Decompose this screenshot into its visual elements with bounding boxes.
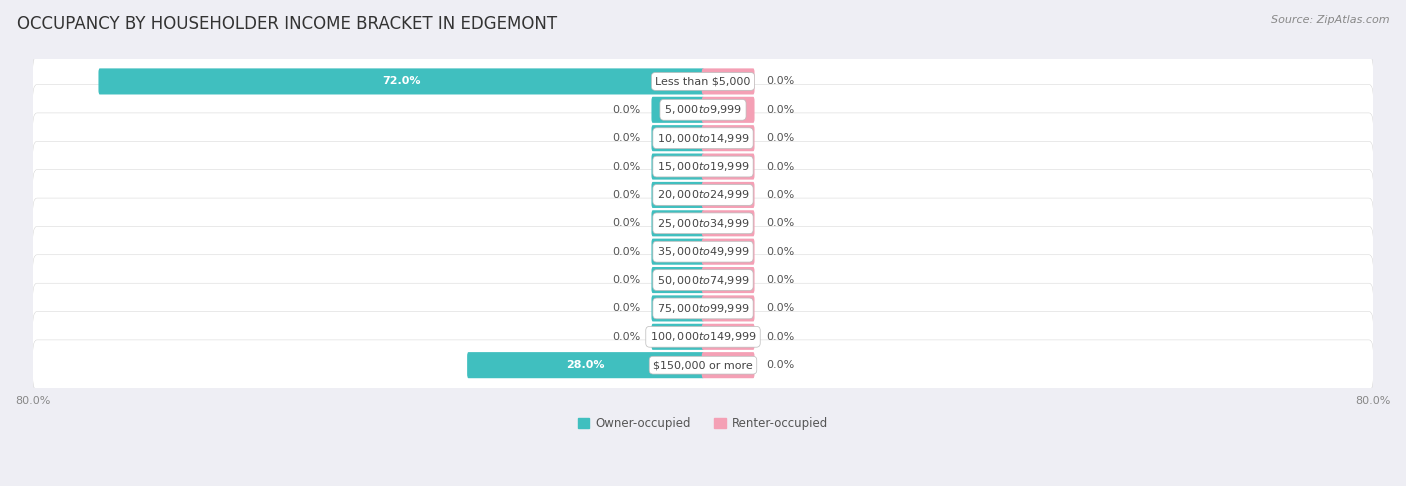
Text: $25,000 to $34,999: $25,000 to $34,999 [657, 217, 749, 230]
FancyBboxPatch shape [32, 283, 1374, 334]
Text: 0.0%: 0.0% [766, 247, 794, 257]
Legend: Owner-occupied, Renter-occupied: Owner-occupied, Renter-occupied [572, 412, 834, 434]
Text: $15,000 to $19,999: $15,000 to $19,999 [657, 160, 749, 173]
FancyBboxPatch shape [651, 324, 704, 350]
FancyBboxPatch shape [702, 210, 755, 236]
Text: 0.0%: 0.0% [766, 332, 794, 342]
Text: 0.0%: 0.0% [766, 161, 794, 172]
FancyBboxPatch shape [32, 340, 1374, 390]
FancyBboxPatch shape [651, 239, 704, 265]
FancyBboxPatch shape [32, 255, 1374, 305]
Text: 0.0%: 0.0% [766, 190, 794, 200]
FancyBboxPatch shape [651, 295, 704, 321]
Text: 0.0%: 0.0% [766, 218, 794, 228]
FancyBboxPatch shape [702, 324, 755, 350]
FancyBboxPatch shape [702, 182, 755, 208]
Text: 0.0%: 0.0% [612, 161, 640, 172]
Text: $5,000 to $9,999: $5,000 to $9,999 [664, 104, 742, 116]
FancyBboxPatch shape [651, 125, 704, 151]
Text: 0.0%: 0.0% [612, 275, 640, 285]
Text: $10,000 to $14,999: $10,000 to $14,999 [657, 132, 749, 145]
Text: 0.0%: 0.0% [612, 133, 640, 143]
Text: 0.0%: 0.0% [612, 218, 640, 228]
FancyBboxPatch shape [32, 85, 1374, 135]
Text: 0.0%: 0.0% [612, 247, 640, 257]
FancyBboxPatch shape [32, 141, 1374, 192]
Text: 0.0%: 0.0% [612, 190, 640, 200]
Text: $100,000 to $149,999: $100,000 to $149,999 [650, 330, 756, 343]
Text: 0.0%: 0.0% [766, 360, 794, 370]
Text: 0.0%: 0.0% [766, 303, 794, 313]
FancyBboxPatch shape [651, 182, 704, 208]
FancyBboxPatch shape [32, 198, 1374, 248]
Text: 0.0%: 0.0% [766, 76, 794, 87]
Text: $35,000 to $49,999: $35,000 to $49,999 [657, 245, 749, 258]
FancyBboxPatch shape [702, 239, 755, 265]
FancyBboxPatch shape [32, 113, 1374, 163]
Text: 0.0%: 0.0% [766, 105, 794, 115]
Text: 28.0%: 28.0% [567, 360, 605, 370]
FancyBboxPatch shape [651, 267, 704, 293]
Text: 0.0%: 0.0% [766, 133, 794, 143]
FancyBboxPatch shape [98, 69, 704, 94]
Text: 72.0%: 72.0% [382, 76, 420, 87]
FancyBboxPatch shape [467, 352, 704, 378]
FancyBboxPatch shape [32, 170, 1374, 220]
Text: 0.0%: 0.0% [612, 105, 640, 115]
Text: 0.0%: 0.0% [612, 303, 640, 313]
FancyBboxPatch shape [702, 69, 755, 94]
Text: $20,000 to $24,999: $20,000 to $24,999 [657, 189, 749, 201]
FancyBboxPatch shape [702, 97, 755, 123]
FancyBboxPatch shape [651, 210, 704, 236]
FancyBboxPatch shape [651, 154, 704, 180]
FancyBboxPatch shape [702, 125, 755, 151]
FancyBboxPatch shape [702, 154, 755, 180]
FancyBboxPatch shape [32, 226, 1374, 277]
FancyBboxPatch shape [32, 56, 1374, 107]
FancyBboxPatch shape [651, 97, 704, 123]
Text: $150,000 or more: $150,000 or more [654, 360, 752, 370]
FancyBboxPatch shape [702, 295, 755, 321]
Text: 0.0%: 0.0% [612, 332, 640, 342]
Text: $50,000 to $74,999: $50,000 to $74,999 [657, 274, 749, 287]
FancyBboxPatch shape [702, 267, 755, 293]
FancyBboxPatch shape [702, 352, 755, 378]
Text: 0.0%: 0.0% [766, 275, 794, 285]
Text: $75,000 to $99,999: $75,000 to $99,999 [657, 302, 749, 315]
Text: Less than $5,000: Less than $5,000 [655, 76, 751, 87]
Text: OCCUPANCY BY HOUSEHOLDER INCOME BRACKET IN EDGEMONT: OCCUPANCY BY HOUSEHOLDER INCOME BRACKET … [17, 15, 557, 33]
Text: Source: ZipAtlas.com: Source: ZipAtlas.com [1271, 15, 1389, 25]
FancyBboxPatch shape [32, 312, 1374, 362]
